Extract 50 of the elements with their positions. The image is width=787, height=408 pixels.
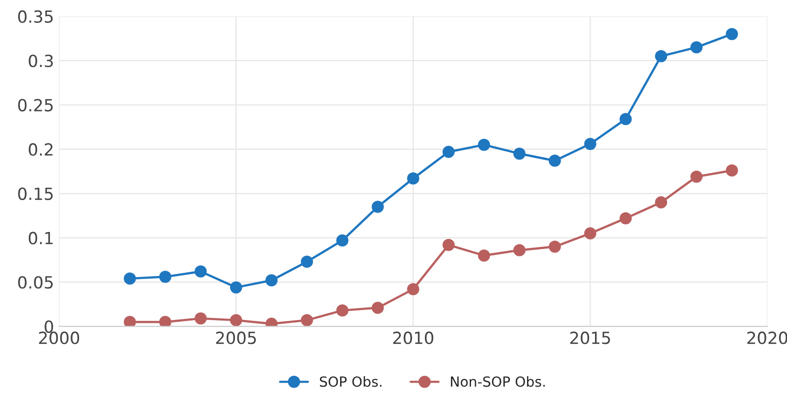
point: [548, 240, 561, 253]
point: [584, 227, 596, 240]
point: [478, 138, 490, 151]
point: [726, 164, 738, 177]
point: [194, 265, 207, 278]
point: [442, 238, 455, 251]
x-tick-label: 2015: [570, 332, 610, 344]
point: [265, 274, 278, 286]
point: [336, 234, 348, 247]
y-tick-label: 0: [44, 320, 54, 333]
point: [124, 316, 136, 326]
y-tick-label: 0.2: [28, 143, 52, 156]
point: [513, 244, 526, 256]
y-tick-label: 0.1: [28, 232, 53, 244]
legend-label: Non-SOP Obs.: [450, 376, 545, 387]
point: [655, 50, 668, 62]
point: [620, 113, 632, 126]
y-tick-label: 0.25: [18, 98, 53, 112]
point: [372, 200, 384, 213]
point: [584, 138, 596, 150]
point: [407, 283, 420, 296]
point: [726, 28, 738, 40]
x-tick-label: 2005: [216, 332, 256, 344]
point: [124, 272, 136, 285]
point: [194, 312, 207, 324]
legend-label: SOP Obs.: [320, 376, 382, 387]
point: [372, 302, 384, 314]
point: [230, 314, 242, 326]
y-tick-label: 0.35: [18, 10, 53, 23]
point: [159, 270, 172, 283]
point: [548, 154, 561, 167]
point: [407, 172, 420, 185]
point: [336, 304, 348, 317]
point: [230, 281, 242, 294]
point: [478, 249, 490, 262]
point: [159, 316, 172, 326]
point: [690, 41, 703, 54]
point: [513, 148, 526, 160]
x-tick-label: 2000: [39, 332, 80, 344]
y-tick-label: 0.05: [18, 276, 53, 289]
point: [300, 314, 314, 326]
x-tick-label: 2020: [747, 332, 787, 344]
y-tick-label: 0.3: [28, 54, 53, 68]
point: [655, 196, 668, 208]
point: [620, 212, 632, 224]
point: [300, 256, 314, 268]
point: [690, 170, 703, 183]
point: [442, 146, 455, 158]
y-tick-label: 0.15: [18, 187, 53, 200]
x-tick-label: 2010: [393, 332, 434, 344]
